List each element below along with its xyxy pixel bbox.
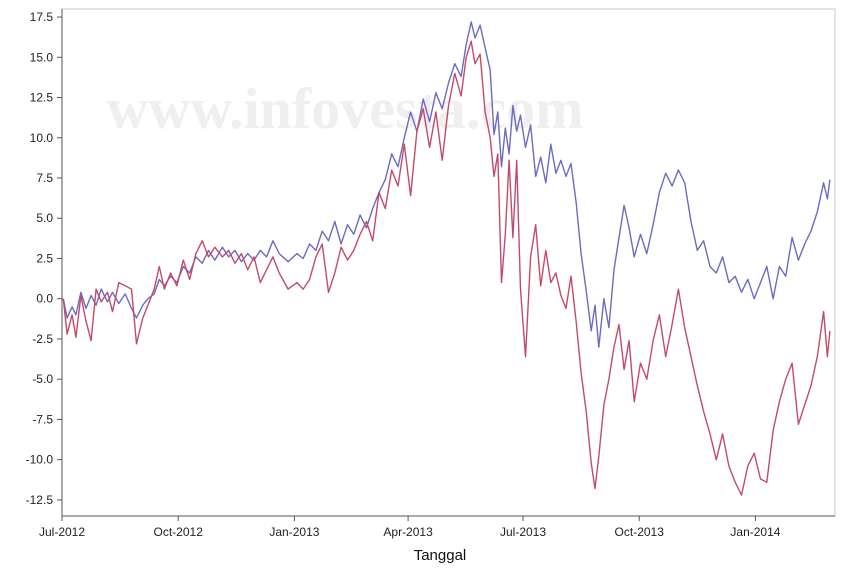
x-tick-label: Apr-2013 [383, 525, 433, 539]
series-line-2 [62, 40, 831, 496]
y-tick-label: 17.5 [30, 10, 54, 24]
y-tick-label: -7.5 [32, 412, 53, 426]
x-tick-label: Oct-2013 [615, 525, 665, 539]
x-tick-label: Jul-2012 [39, 525, 85, 539]
y-tick-label: 0.0 [36, 292, 53, 306]
y-tick-label: -10.0 [26, 453, 54, 467]
plot-area [62, 21, 831, 496]
x-tick-label: Oct-2012 [154, 525, 204, 539]
y-tick-label: 7.5 [36, 171, 53, 185]
x-tick-label: Jul-2013 [500, 525, 546, 539]
y-tick-label: 12.5 [30, 91, 54, 105]
series-line-1 [62, 21, 831, 348]
y-tick-label: -2.5 [32, 332, 53, 346]
y-tick-label: -5.0 [32, 372, 53, 386]
watermark-text: www.infovesta.com [107, 76, 584, 141]
x-tick-label: Jan-2014 [730, 525, 780, 539]
watermark: www.infovesta.com [107, 76, 584, 141]
x-tick-label: Jan-2013 [269, 525, 319, 539]
y-tick-label: 5.0 [36, 211, 53, 225]
y-tick-label: 15.0 [30, 50, 54, 64]
x-axis-title: Tanggal [414, 547, 467, 564]
y-axis: 17.5 15.0 12.5 10.0 7.5 5.0 2.5 0.0 -2.5 -5.0 -7.5… [26, 10, 62, 507]
y-tick-label: 10.0 [30, 131, 54, 145]
y-tick-label: -12.5 [26, 493, 54, 507]
x-axis: Jul-2012 Oct-2012 Jan-2013 Apr-2013 Jul-2013… [39, 516, 781, 539]
y-tick-label: 2.5 [36, 251, 53, 265]
